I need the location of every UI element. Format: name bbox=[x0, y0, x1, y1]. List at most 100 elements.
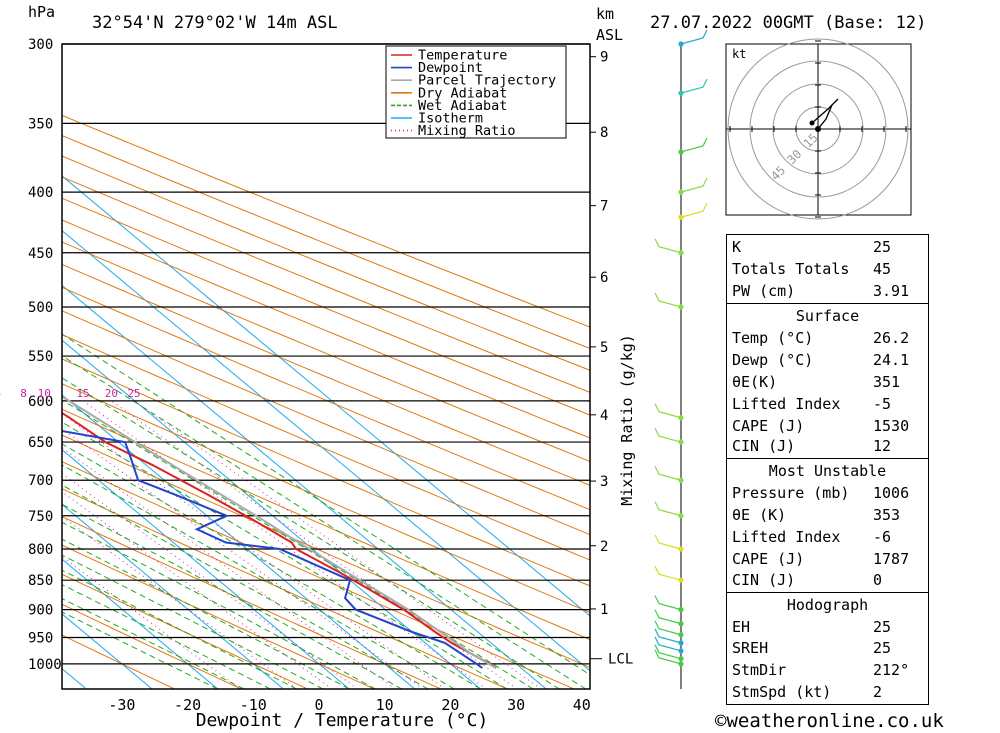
wind-barb bbox=[654, 292, 682, 308]
pressure-tick-label: 750 bbox=[28, 509, 53, 525]
surface-row: Temp (°C) 26.2 bbox=[732, 329, 910, 347]
wind-level-dot bbox=[678, 661, 684, 667]
km-label: km bbox=[596, 5, 614, 23]
pressure-tick-label: 450 bbox=[28, 246, 53, 262]
dry-adiabat-line bbox=[62, 488, 508, 689]
dry-adiabat-line bbox=[62, 134, 590, 350]
wind-barb bbox=[654, 649, 682, 665]
plot-frame bbox=[61, 43, 591, 690]
pressure-tick-label: 650 bbox=[28, 435, 53, 451]
height-tick-label: 8 bbox=[600, 125, 608, 141]
pressure-tick-label: 700 bbox=[28, 473, 53, 489]
wet-adiabat-line bbox=[62, 598, 245, 689]
most-unstable-title: Most Unstable bbox=[768, 462, 887, 480]
height-tick-label: 3 bbox=[600, 474, 608, 490]
dry-adiabat-line bbox=[62, 603, 242, 689]
legend-label: Mixing Ratio bbox=[418, 123, 516, 139]
height-tick-label: 1 bbox=[600, 602, 608, 618]
pressure-tick-label: 900 bbox=[28, 603, 53, 619]
hodograph-title: Hodograph bbox=[786, 596, 869, 614]
dry-adiabat-line bbox=[62, 114, 590, 328]
legend-label: Parcel Trajectory bbox=[418, 73, 556, 89]
wet-adiabat-line bbox=[62, 521, 376, 689]
storm-motion-dot bbox=[809, 120, 815, 126]
mixing-ratio-value-label: 8 bbox=[20, 387, 27, 400]
hodo-ring bbox=[772, 83, 864, 175]
mixing-ratio-line bbox=[82, 400, 487, 689]
dry-adiabat-line bbox=[62, 219, 590, 439]
wet-adiabat-line bbox=[62, 443, 481, 689]
height-tick-label: 4 bbox=[600, 408, 608, 424]
wind-barb bbox=[654, 403, 682, 419]
wind-barb bbox=[680, 177, 708, 193]
dry-adiabat-line bbox=[62, 516, 442, 689]
mu-row: CAPE (J) 1787 bbox=[732, 550, 910, 568]
mixing-ratio-line bbox=[62, 413, 446, 689]
wet-adiabat-line bbox=[62, 584, 271, 689]
surface-row: Lifted Index -5 bbox=[732, 395, 892, 413]
wet-adiabat-line bbox=[62, 377, 560, 689]
isotherm-line bbox=[62, 230, 590, 672]
wind-barb bbox=[654, 628, 682, 644]
dry-adiabat-line bbox=[62, 286, 590, 511]
dry-adiabat-line bbox=[62, 155, 590, 371]
wind-barb bbox=[680, 202, 708, 218]
hodo-center bbox=[815, 126, 821, 132]
most-unstable-box: Most Unstable Pressure (mb) 1006 θE (K) 35… bbox=[726, 458, 929, 593]
dry-adiabat-line bbox=[62, 358, 590, 587]
datetime-title: 27.07.2022 00GMT (Base: 12) bbox=[650, 13, 926, 33]
wet-adiabat-line bbox=[62, 611, 218, 689]
wind-level-dot bbox=[678, 656, 684, 662]
mu-row: θE (K) 353 bbox=[732, 506, 901, 524]
indices-box: K 25 Totals Totals 45 PW (cm) 3.91 bbox=[726, 234, 929, 304]
lcl-label: LCL bbox=[608, 652, 633, 668]
isotherm-line bbox=[62, 284, 547, 689]
mixing-ratio-value-label: 20 bbox=[105, 387, 118, 400]
dry-adiabat-line bbox=[62, 408, 590, 641]
wind-barb bbox=[654, 501, 682, 517]
legend-label: Dry Adiabat bbox=[418, 85, 507, 101]
wind-barb bbox=[680, 78, 708, 94]
isotherm-line bbox=[0, 44, 21, 689]
mixing-ratio-axis-title: Mixing Ratio (g/kg) bbox=[618, 334, 636, 506]
wind-barb bbox=[654, 609, 682, 625]
dry-adiabat-line bbox=[62, 197, 590, 416]
hodo-row: StmDir 212° bbox=[732, 661, 910, 679]
height-tick-label: 6 bbox=[600, 270, 608, 286]
pressure-tick-label: 400 bbox=[28, 185, 53, 201]
temp-tick-label: 0 bbox=[314, 696, 323, 714]
mixing-ratio-value-label: 6 bbox=[0, 387, 1, 400]
pressure-tick-label: 850 bbox=[28, 573, 53, 589]
wind-barb bbox=[680, 29, 708, 45]
temp-tick-label: 20 bbox=[441, 696, 459, 714]
temp-tick-label: -20 bbox=[174, 696, 201, 714]
hodograph-box: Hodograph EH 25 SREH 25 StmDir 212° StmSpd … bbox=[726, 592, 929, 705]
height-tick-label: 2 bbox=[600, 539, 608, 555]
pressure-tick-label: 500 bbox=[28, 300, 53, 316]
pressure-tick-label: 950 bbox=[28, 630, 53, 646]
pressure-tick-label: 800 bbox=[28, 542, 53, 558]
index-row: K 25 bbox=[732, 238, 892, 256]
wet-adiabat-line bbox=[62, 333, 590, 676]
hodo-row: EH 25 bbox=[732, 618, 892, 636]
dry-adiabat-line bbox=[62, 383, 590, 614]
dry-adiabat-line bbox=[62, 573, 308, 689]
surface-row: CIN (J) 12 bbox=[732, 437, 892, 455]
wind-barb bbox=[654, 620, 682, 636]
wind-barb bbox=[654, 534, 682, 550]
wet-adiabat-line bbox=[62, 484, 429, 689]
isotherm-line bbox=[62, 449, 350, 689]
wind-barb bbox=[654, 565, 682, 581]
parcel-trajectory-series bbox=[62, 395, 497, 669]
copyright: ©weatheronline.co.uk bbox=[715, 710, 944, 732]
legend-label: Dewpoint bbox=[418, 60, 483, 76]
mu-row: Lifted Index -6 bbox=[732, 528, 892, 546]
hodo-ring bbox=[749, 60, 887, 198]
height-tick-label: 5 bbox=[600, 340, 608, 356]
wind-barb bbox=[680, 137, 708, 153]
wind-level-dot bbox=[678, 640, 684, 646]
wind-barb bbox=[654, 427, 682, 443]
mixing-ratio-line bbox=[62, 491, 333, 689]
dry-adiabat-line bbox=[62, 310, 590, 536]
